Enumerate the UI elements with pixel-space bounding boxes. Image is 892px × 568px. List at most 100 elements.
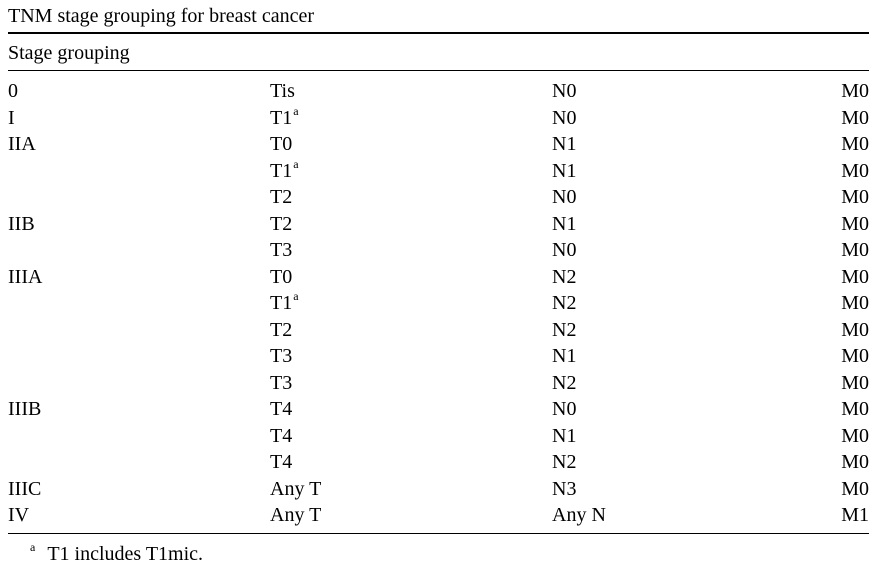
stage-cell: IIIC <box>8 477 42 500</box>
n-cell: N0 <box>552 80 577 102</box>
m-cell: M0 <box>841 265 869 288</box>
n-cell: N2 <box>552 292 577 314</box>
t-cell: T2 <box>270 213 292 235</box>
table-caption: TNM stage grouping for breast cancer <box>8 5 314 27</box>
m-cell: M0 <box>841 106 869 129</box>
table-row: IIB T2 N1 M0 <box>8 213 869 240</box>
m-cell: M0 <box>841 477 869 500</box>
t-cell: T1a <box>270 103 299 129</box>
header-rule <box>8 70 869 71</box>
n-cell: N0 <box>552 106 577 129</box>
n-cell: N2 <box>552 451 577 473</box>
m-cell: M0 <box>841 80 869 102</box>
t-value: T4 <box>270 451 293 473</box>
t-footnote-marker: a <box>293 156 299 171</box>
t-cell: T1a <box>270 156 299 182</box>
t-value: T4 <box>270 398 293 420</box>
n-cell: N2 <box>552 318 577 341</box>
n-cell: N2 <box>552 371 577 394</box>
n-cell: N1 <box>552 159 577 182</box>
m-cell: M0 <box>841 424 869 447</box>
n-cell: N1 <box>552 345 577 367</box>
t-cell: T3 <box>270 372 292 394</box>
t-value: Any T <box>270 477 322 500</box>
m-cell: M0 <box>841 318 869 341</box>
table-row: 0 Tis N0 M0 <box>8 80 869 107</box>
t-value: T1 <box>270 292 293 314</box>
m-cell: M0 <box>841 239 869 261</box>
t-value: T2 <box>270 318 293 341</box>
t-footnote-marker: a <box>293 103 299 118</box>
n-cell: N1 <box>552 212 577 235</box>
t-cell: T4 <box>270 398 292 420</box>
m-cell: M1 <box>841 504 869 526</box>
t-value: T4 <box>270 424 293 447</box>
stage-cell: I <box>8 106 15 129</box>
table-row: IV Any T Any N M1 <box>8 504 869 531</box>
t-cell: T3 <box>270 345 292 367</box>
n-cell: N0 <box>552 398 577 420</box>
t-cell: Any T <box>270 478 321 500</box>
t-value: T3 <box>270 239 293 261</box>
t-cell: T0 <box>270 133 292 155</box>
m-cell: M0 <box>841 371 869 394</box>
footnote-marker: a <box>30 540 36 554</box>
table-row: T3 N1 M0 <box>8 345 869 372</box>
n-cell: N1 <box>552 424 577 447</box>
stage-cell: IV <box>8 504 30 526</box>
t-value: T0 <box>270 265 293 288</box>
n-cell: Any N <box>552 504 606 526</box>
m-cell: M0 <box>841 186 869 208</box>
n-cell: N3 <box>552 477 577 500</box>
t-value: T2 <box>270 186 293 208</box>
t-value: T2 <box>270 212 293 235</box>
t-value: Tis <box>270 80 295 102</box>
table-row: IIIB T4 N0 M0 <box>8 398 869 425</box>
t-cell: T0 <box>270 266 292 288</box>
m-cell: M0 <box>841 292 869 314</box>
n-cell: N1 <box>552 133 577 155</box>
t-value: T3 <box>270 345 293 367</box>
stage-cell: IIB <box>8 212 35 235</box>
stage-grouping-header: Stage grouping <box>8 42 130 64</box>
table-body: 0 Tis N0 M0 I T1a N0 M0 IIA T0 N1 M0 T1a N1 M0 T2 N0 M0 II… <box>8 80 869 531</box>
t-cell: T4 <box>270 425 292 447</box>
table-row: IIIC Any T N3 M0 <box>8 478 869 505</box>
table-row: IIA T0 N1 M0 <box>8 133 869 160</box>
table-row: T1a N2 M0 <box>8 289 869 319</box>
table-footnote: a T1 includes T1mic. <box>30 540 204 565</box>
stage-cell: IIIB <box>8 398 42 420</box>
table-row: T1a N1 M0 <box>8 156 869 187</box>
m-cell: M0 <box>841 133 869 155</box>
t-cell: T4 <box>270 451 292 473</box>
m-cell: M0 <box>841 159 869 182</box>
t-cell: T2 <box>270 186 292 208</box>
m-cell: M0 <box>841 212 869 235</box>
t-footnote-marker: a <box>293 289 299 303</box>
top-rule <box>8 32 869 34</box>
table-row: IIIA T0 N2 M0 <box>8 266 869 293</box>
t-value: T3 <box>270 371 293 394</box>
m-cell: M0 <box>841 345 869 367</box>
table-row: I T1a N0 M0 <box>8 103 869 134</box>
t-cell: T2 <box>270 319 292 341</box>
t-cell: Tis <box>270 80 295 102</box>
t-cell: Any T <box>270 504 321 526</box>
t-value: T1 <box>270 106 293 129</box>
t-cell: T1a <box>270 289 299 314</box>
t-cell: T3 <box>270 239 292 261</box>
table-row: T4 N2 M0 <box>8 451 869 478</box>
footnote-text: T1 includes T1mic. <box>47 543 204 565</box>
t-value: T0 <box>270 133 293 155</box>
m-cell: M0 <box>841 398 869 420</box>
stage-cell: IIIA <box>8 265 43 288</box>
table-row: T4 N1 M0 <box>8 425 869 452</box>
table-row: T2 N2 M0 <box>8 319 869 346</box>
stage-cell: 0 <box>8 80 18 102</box>
n-cell: N0 <box>552 239 577 261</box>
n-cell: N2 <box>552 265 577 288</box>
bottom-rule <box>8 533 869 534</box>
table-row: T3 N2 M0 <box>8 372 869 399</box>
m-cell: M0 <box>841 451 869 473</box>
t-value: Any T <box>270 504 322 526</box>
